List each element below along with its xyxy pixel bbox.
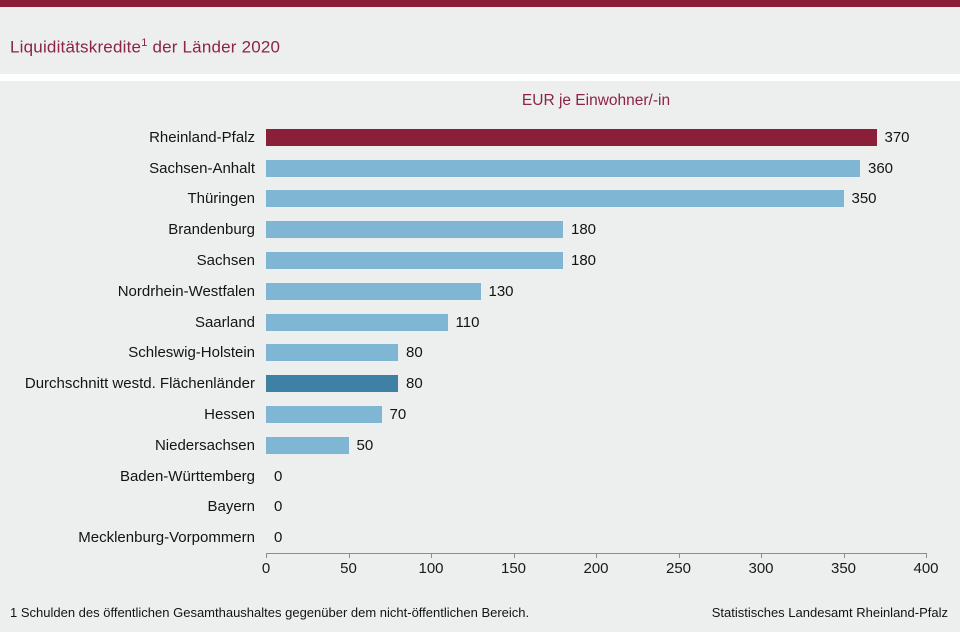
source-label: Statistisches Landesamt Rheinland-Pfalz bbox=[711, 605, 948, 620]
value-label: 130 bbox=[488, 282, 514, 300]
x-axis-tick bbox=[843, 553, 845, 558]
value-label: 110 bbox=[455, 313, 480, 331]
header-divider bbox=[0, 74, 960, 81]
x-axis-tick-label: 0 bbox=[261, 560, 271, 577]
value-label: 0 bbox=[274, 498, 283, 516]
bar bbox=[266, 344, 398, 362]
x-axis-tick bbox=[596, 553, 597, 558]
category-label: Brandenburg bbox=[168, 221, 255, 239]
bar-zone: 110 bbox=[266, 313, 960, 331]
page-title-main: Liquiditätskredite bbox=[10, 37, 142, 57]
chart-row: Durchschnitt westd. Flächenländer 80 bbox=[0, 368, 960, 399]
bar-zone: 0 bbox=[266, 529, 960, 546]
x-axis-tick-label: 350 bbox=[830, 560, 857, 577]
value-label: 370 bbox=[884, 128, 910, 146]
top-accent-strip bbox=[0, 0, 960, 7]
value-label: 180 bbox=[571, 252, 597, 270]
chart-title: EUR je Einwohner/-in bbox=[521, 92, 671, 109]
bar-zone: 80 bbox=[266, 344, 960, 362]
chart-row: Baden-Württemberg 0 bbox=[0, 461, 960, 492]
chart-area: EUR je Einwohner/-in Rheinland-Pfalz 370 S… bbox=[0, 81, 960, 632]
value-label: 350 bbox=[851, 190, 877, 208]
category-label: Schleswig-Holstein bbox=[128, 344, 255, 362]
category-label: Hessen bbox=[204, 406, 255, 424]
chart-row: Bayern 0 bbox=[0, 492, 960, 523]
chart-row: Saarland 110 bbox=[0, 307, 960, 338]
bar-zone: 370 bbox=[266, 128, 960, 146]
chart-row: Sachsen-Anhalt 360 bbox=[0, 153, 960, 184]
x-axis-tick-label: 250 bbox=[665, 560, 692, 577]
bar-zone: 70 bbox=[266, 406, 960, 424]
category-label: Saarland bbox=[194, 313, 255, 331]
chart-rows: Rheinland-Pfalz 370 Sachsen-Anhalt 360 Thüri… bbox=[0, 122, 960, 553]
category-label: Niedersachsen bbox=[154, 436, 255, 454]
x-axis-tick bbox=[348, 553, 350, 558]
bar-zone: 180 bbox=[266, 221, 960, 239]
value-label: 50 bbox=[356, 436, 374, 454]
bar bbox=[266, 375, 398, 393]
value-label: 0 bbox=[274, 529, 283, 547]
category-label: Thüringen bbox=[187, 190, 255, 208]
page-title: Liquiditätskredite1 der Länder 2020 bbox=[10, 37, 280, 58]
bar-zone: 50 bbox=[266, 436, 960, 454]
category-label: Sachsen-Anhalt bbox=[149, 159, 255, 177]
x-axis-tick-label: 300 bbox=[748, 560, 774, 577]
footnote: 1 Schulden des öffentlichen Gesamthausha… bbox=[10, 605, 530, 620]
chart-row: Thüringen 350 bbox=[0, 184, 960, 215]
value-label: 180 bbox=[571, 221, 597, 239]
chart-row: Rheinland-Pfalz 370 bbox=[0, 122, 960, 153]
chart-row: Schleswig-Holstein 80 bbox=[0, 338, 960, 369]
category-label: Baden-Württemberg bbox=[119, 467, 255, 485]
bar bbox=[266, 221, 563, 239]
x-axis-tick bbox=[266, 553, 267, 558]
bar bbox=[266, 159, 860, 177]
chart-row: Brandenburg 180 bbox=[0, 214, 960, 245]
header: Liquiditätskredite1 der Länder 2020 bbox=[0, 7, 960, 74]
bar bbox=[266, 282, 481, 300]
x-axis-tick-label: 50 bbox=[340, 560, 357, 577]
bar-zone: 350 bbox=[266, 190, 960, 208]
bar-zone: 360 bbox=[266, 159, 960, 177]
x-axis-tick bbox=[926, 553, 927, 558]
chart-row: Niedersachsen 50 bbox=[0, 430, 960, 461]
bar-zone: 0 bbox=[266, 498, 960, 515]
bar bbox=[266, 436, 349, 454]
bar-zone: 130 bbox=[266, 282, 960, 300]
bar-zone: 180 bbox=[266, 252, 960, 270]
chart-row: Hessen 70 bbox=[0, 399, 960, 430]
chart-row: Sachsen 180 bbox=[0, 245, 960, 276]
category-label: Sachsen bbox=[196, 252, 255, 270]
value-label: 0 bbox=[274, 467, 283, 485]
x-axis-tick bbox=[678, 553, 680, 558]
bar bbox=[266, 190, 844, 208]
bar-zone: 80 bbox=[266, 375, 960, 393]
category-label: Rheinland-Pfalz bbox=[149, 128, 255, 146]
x-axis-tick bbox=[513, 553, 515, 558]
x-axis-tick-label: 400 bbox=[913, 560, 939, 577]
chart-row: Mecklenburg-Vorpommern 0 bbox=[0, 522, 960, 553]
page-title-rest: der Länder 2020 bbox=[147, 37, 281, 57]
category-label: Bayern bbox=[207, 498, 255, 516]
x-axis-tick-label: 150 bbox=[500, 560, 527, 577]
value-label: 360 bbox=[868, 159, 894, 177]
category-label: Mecklenburg-Vorpommern bbox=[78, 529, 255, 547]
bar bbox=[266, 406, 382, 424]
bar bbox=[266, 128, 877, 146]
bar bbox=[266, 313, 448, 331]
x-axis-tick bbox=[431, 553, 432, 558]
value-label: 80 bbox=[406, 344, 423, 362]
value-label: 70 bbox=[389, 406, 407, 424]
x-axis-tick-label: 100 bbox=[418, 560, 444, 577]
category-label: Nordrhein-Westfalen bbox=[117, 282, 255, 300]
bar-zone: 0 bbox=[266, 468, 960, 485]
page-title-footnote-marker: 1 bbox=[141, 37, 148, 49]
x-axis-tick-label: 200 bbox=[583, 560, 609, 577]
bar bbox=[266, 252, 563, 270]
x-axis-tick bbox=[761, 553, 762, 558]
chart-row: Nordrhein-Westfalen 130 bbox=[0, 276, 960, 307]
value-label: 80 bbox=[406, 375, 423, 393]
category-label: Durchschnitt westd. Flächenländer bbox=[24, 375, 255, 393]
